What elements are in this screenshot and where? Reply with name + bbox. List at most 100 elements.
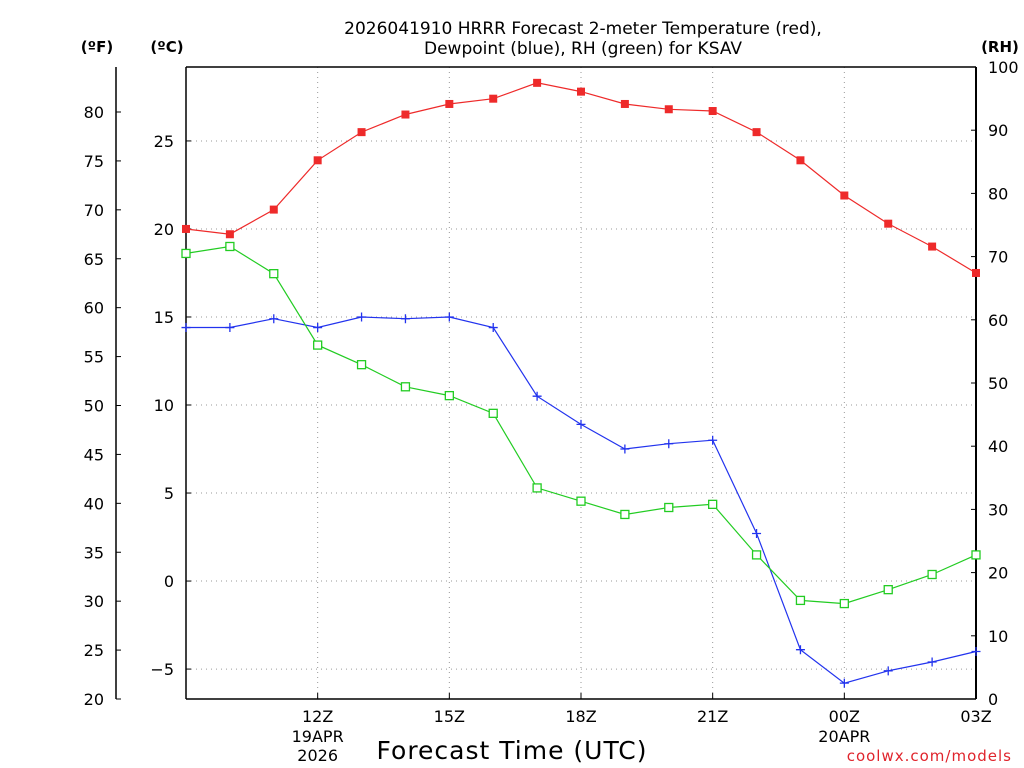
temperature-point [884, 219, 893, 228]
rh-point [356, 360, 367, 370]
celsius-unit-label: (ºC) [150, 38, 183, 56]
temperature-point [269, 205, 278, 214]
rh-tick-label: 10 [988, 627, 1008, 646]
fahrenheit-tick-label: 20 [84, 690, 104, 709]
celsius-tick-label: 5 [164, 484, 174, 503]
rh-tick-label: 20 [988, 564, 1008, 583]
rh-point [751, 550, 762, 560]
temperature-point [708, 107, 717, 116]
fahrenheit-tick-label: 60 [84, 299, 104, 318]
temperature-point [664, 105, 673, 114]
rh-tick-label: 90 [988, 121, 1008, 140]
rh-point [488, 408, 498, 418]
dewpoint-point [532, 391, 542, 401]
celsius-tick-label: 0 [164, 572, 174, 591]
rh-point [664, 502, 674, 513]
rh-point [971, 550, 981, 560]
dewpoint-point [664, 439, 674, 449]
temperature-point [752, 128, 761, 137]
fahrenheit-tick-label: 50 [84, 397, 104, 416]
dewpoint-point [357, 312, 367, 322]
dewpoint-point [576, 419, 586, 429]
fahrenheit-tick-label: 40 [84, 494, 104, 513]
fahrenheit-tick-label: 35 [84, 543, 104, 562]
rh-point [225, 241, 235, 252]
rh-point [883, 585, 893, 595]
rh-tick-label: 100 [988, 58, 1019, 77]
dewpoint-point [444, 312, 454, 322]
fahrenheit-tick-label: 80 [84, 103, 104, 122]
rh-point [620, 509, 630, 520]
temperature-point [533, 78, 542, 87]
temperature-point [182, 224, 190, 233]
dewpoint-point [269, 314, 279, 324]
temperature-point [489, 94, 498, 103]
temperature-point [313, 156, 322, 165]
rh-point [269, 269, 279, 279]
chart-title-line1: 2026041910 HRRR Forecast 2-meter Tempera… [344, 19, 822, 39]
dewpoint-point [708, 435, 718, 445]
temperature-point [577, 87, 585, 96]
rh-tick-label: 70 [988, 248, 1008, 267]
celsius-tick-label: 10 [154, 396, 174, 415]
credit-text: coolwx.com/models [847, 747, 1012, 765]
rh-tick-label: 30 [988, 500, 1008, 519]
dewpoint-point [620, 444, 630, 454]
rh-tick-label: 40 [988, 437, 1008, 456]
x-tick-label: 18Z [565, 707, 596, 726]
temperature-point [620, 99, 629, 108]
fahrenheit-tick-label: 65 [84, 250, 104, 269]
x-tick-label: 03Z [960, 707, 991, 726]
dewpoint-point [839, 678, 849, 688]
dewpoint-point [181, 323, 191, 333]
rh-point [576, 496, 586, 506]
temperature-point [796, 156, 805, 165]
rh-point [181, 248, 191, 259]
x-tick-label: 21Z [697, 707, 728, 726]
x-tick-label: 00Z [829, 707, 860, 726]
celsius-tick-label: 25 [154, 132, 174, 151]
x-tick-date-label: 19APR [292, 727, 344, 746]
dewpoint-point [971, 646, 981, 656]
x-tick-label: 15Z [434, 707, 465, 726]
dewpoint-point [313, 323, 323, 333]
temperature-point [401, 110, 410, 119]
axis-ticks: 20 25 30 35 40 45 50 55 60 65 70 75 80 −5 0 5 10 15 20 25 0 1… [84, 58, 1019, 765]
fahrenheit-tick-label: 30 [84, 592, 104, 611]
temperature-point [972, 268, 980, 277]
fahrenheit-tick-label: 55 [84, 348, 104, 367]
dewpoint-point [795, 645, 805, 655]
rh-tick-label: 80 [988, 184, 1008, 203]
x-tick-year-label: 2026 [297, 746, 338, 765]
fahrenheit-tick-label: 70 [84, 201, 104, 220]
data-series [181, 78, 981, 688]
dewpoint-point [225, 323, 235, 333]
rh-point [400, 382, 411, 392]
rh-tick-label: 60 [988, 311, 1008, 330]
rh-point [313, 340, 323, 350]
temperature-point [225, 230, 234, 239]
fahrenheit-unit-label: (ºF) [81, 38, 113, 56]
fahrenheit-tick-label: 75 [84, 152, 104, 171]
temperature-point [928, 242, 937, 251]
rh-point [839, 598, 849, 609]
x-tick-date-label: 20APR [818, 727, 870, 746]
dewpoint-point [752, 529, 762, 539]
rh-point [795, 595, 806, 606]
fahrenheit-tick-label: 25 [84, 641, 104, 660]
dewpoint-point [883, 666, 893, 676]
dewpoint-point [400, 314, 410, 324]
rh-point [708, 499, 718, 509]
temperature-point [445, 99, 454, 108]
chart-title-line2: Dewpoint (blue), RH (green) for KSAV [424, 39, 742, 59]
rh-tick-label: 0 [988, 690, 998, 709]
x-axis-title: Forecast Time (UTC) [377, 736, 648, 765]
celsius-tick-label: −5 [150, 660, 174, 679]
rh-unit-label: (RH) [981, 38, 1019, 56]
temperature-point [357, 128, 366, 137]
dewpoint-point [488, 323, 498, 333]
temperature-point [840, 191, 849, 200]
dewpoint-point [927, 657, 937, 667]
rh-point [444, 390, 454, 401]
